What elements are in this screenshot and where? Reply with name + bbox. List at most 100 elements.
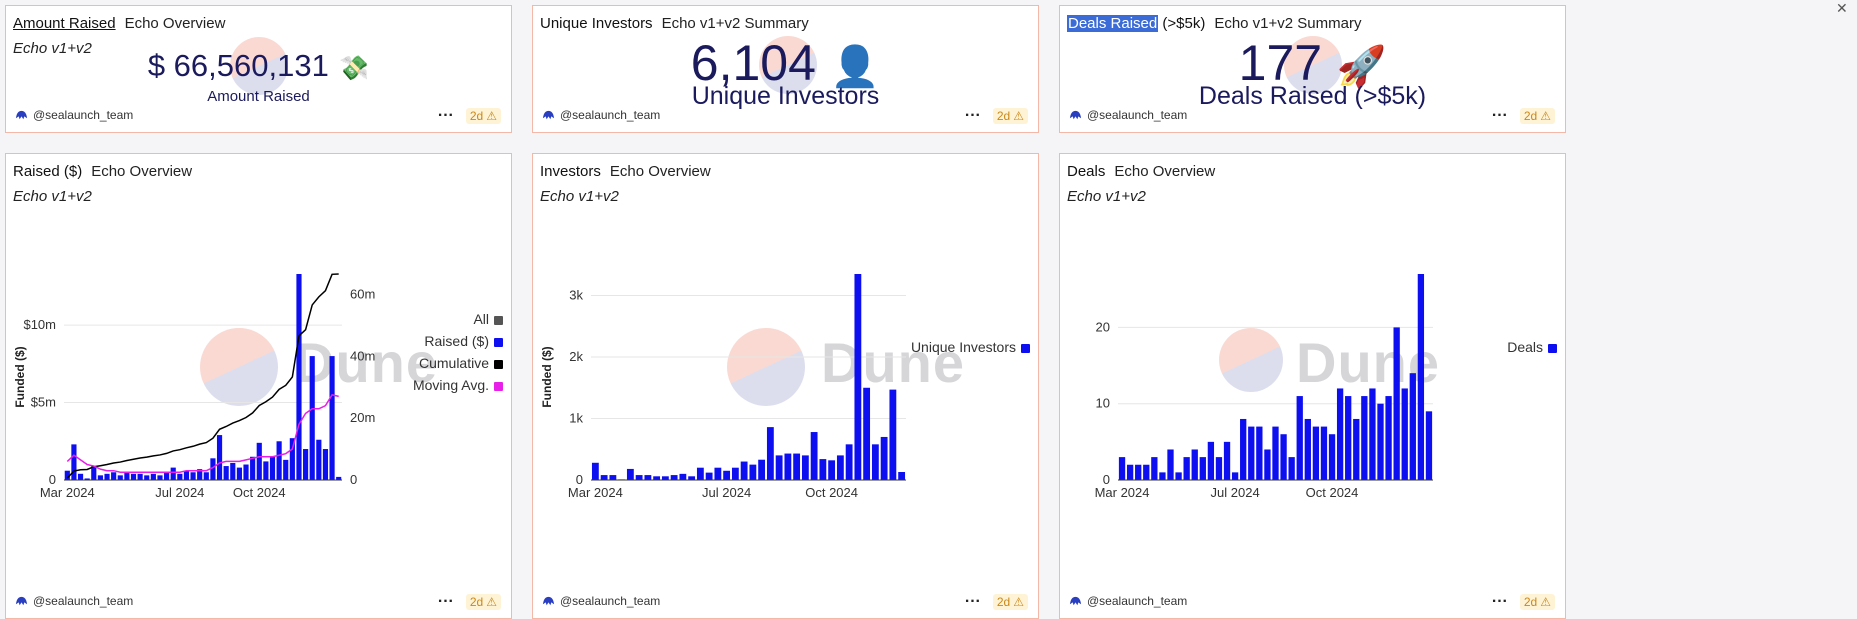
bar	[1393, 327, 1400, 480]
warning-icon: ⚠	[1013, 109, 1024, 123]
bar	[223, 466, 229, 480]
card-subtitle: Echo Overview	[1114, 163, 1216, 180]
sealaunch-team-icon[interactable]	[542, 109, 555, 122]
sealaunch-team-icon[interactable]	[542, 595, 555, 608]
sealaunch-team-icon[interactable]	[1069, 595, 1082, 608]
bar	[889, 389, 897, 480]
bar	[1409, 373, 1416, 480]
card-title-selected: Deals Raised	[1067, 15, 1159, 32]
more-options-icon[interactable]: ···	[437, 107, 454, 124]
card-title[interactable]: Raised ($)	[13, 163, 83, 180]
bar	[1264, 449, 1271, 480]
legend-item[interactable]: Unique Investors	[911, 336, 1030, 358]
refresh-age-badge[interactable]: 2d ⚠	[1519, 594, 1555, 610]
person-emoji-icon: 👤	[830, 45, 881, 89]
legend-item[interactable]: Moving Avg.	[413, 374, 503, 396]
bar	[322, 449, 329, 480]
legend-label: Raised ($)	[424, 333, 489, 349]
legend-label: All	[473, 311, 489, 327]
card-footer-actions: ··· 2d ⚠	[438, 594, 501, 610]
bar	[243, 464, 249, 480]
raised-chart: 0 $5m $10m Funded ($) Mar 2024 Jul 2024 Oct 20…	[13, 273, 375, 500]
bar	[190, 472, 196, 480]
dune-watermark-circle	[727, 328, 805, 406]
bar	[600, 475, 608, 480]
card-title[interactable]: Investors	[540, 163, 601, 180]
counter-label: Unique Investors	[691, 82, 880, 110]
more-options-icon[interactable]: ···	[1491, 107, 1508, 124]
y-tick-label: 10	[1096, 396, 1110, 411]
bar	[1248, 426, 1255, 480]
card-header: Deals Raised (>$5k) Echo v1+v2 Summary	[1067, 15, 1361, 32]
warning-icon: ⚠	[1013, 595, 1024, 609]
team-handle[interactable]: @sealaunch_team	[560, 594, 661, 608]
more-options-icon[interactable]: ···	[437, 593, 454, 610]
counter-label: Deals Raised (>$5k)	[1198, 82, 1427, 110]
bar	[1231, 472, 1239, 480]
dune-watermark-circle	[1284, 36, 1342, 94]
more-options-icon[interactable]: ···	[964, 107, 981, 124]
warning-icon: ⚠	[1540, 109, 1551, 123]
bar	[144, 475, 150, 480]
bar	[170, 467, 176, 480]
bar	[164, 472, 170, 480]
team-handle[interactable]: @sealaunch_team	[1087, 594, 1188, 608]
sealaunch-team-icon[interactable]	[15, 595, 28, 608]
bar	[723, 470, 731, 480]
y-tick-label: 3k	[569, 288, 583, 303]
counter-label: Amount Raised	[207, 88, 310, 105]
bar	[1328, 434, 1336, 480]
amount-raised-card: Amount Raised Echo Overview Echo v1+v2 $ …	[5, 5, 512, 133]
bar	[1240, 418, 1247, 480]
team-handle[interactable]: @sealaunch_team	[33, 108, 134, 122]
legend-item[interactable]: Deals	[1507, 336, 1557, 358]
legend-label: Cumulative	[418, 355, 489, 371]
card-subtitle: Echo v1+v2 Summary	[1214, 15, 1362, 32]
team-handle[interactable]: @sealaunch_team	[33, 594, 134, 608]
card-footer-actions: ··· 2d ⚠	[965, 108, 1028, 124]
bar	[289, 438, 295, 480]
bar	[1135, 464, 1142, 480]
x-tick-label: Jul 2024	[702, 485, 751, 500]
refresh-age-badge[interactable]: 2d ⚠	[465, 594, 501, 610]
refresh-age-badge[interactable]: 2d ⚠	[992, 108, 1028, 124]
refresh-age-badge[interactable]: 2d ⚠	[1519, 108, 1555, 124]
card-title[interactable]: Deals Raised (>$5k)	[1067, 15, 1205, 32]
team-handle[interactable]: @sealaunch_team	[560, 108, 661, 122]
team-handle[interactable]: @sealaunch_team	[1087, 108, 1188, 122]
bar	[1215, 457, 1223, 480]
card-title[interactable]: Unique Investors	[540, 15, 653, 32]
close-icon[interactable]: ✕	[1836, 0, 1848, 16]
refresh-age-badge[interactable]: 2d ⚠	[465, 108, 501, 124]
legend-item[interactable]: Cumulative	[413, 352, 503, 374]
bar	[731, 467, 739, 480]
card-footer: @sealaunch_team	[1069, 108, 1187, 122]
warning-icon: ⚠	[1540, 595, 1551, 609]
sealaunch-team-icon[interactable]	[1069, 109, 1082, 122]
card-title[interactable]: Amount Raised	[13, 15, 116, 32]
card-footer: @sealaunch_team	[542, 108, 660, 122]
bar	[635, 475, 643, 480]
bar	[626, 468, 634, 480]
legend-item[interactable]: Raised ($)	[413, 330, 503, 352]
bar	[117, 475, 123, 480]
card-title[interactable]: Deals	[1067, 163, 1106, 180]
warning-icon: ⚠	[486, 595, 497, 609]
y-tick-label: 0	[49, 472, 56, 487]
card-footer-actions: ··· 2d ⚠	[965, 594, 1028, 610]
bar	[644, 475, 652, 480]
sealaunch-team-icon[interactable]	[15, 109, 28, 122]
bar	[1223, 441, 1231, 480]
unique-investors-card: Unique Investors Echo v1+v2 Summary 6,104…	[532, 5, 1039, 133]
rocket-emoji-icon: 🚀	[1336, 45, 1387, 89]
legend-item[interactable]: All	[413, 308, 503, 330]
more-options-icon[interactable]: ···	[1491, 593, 1508, 610]
more-options-icon[interactable]: ···	[964, 593, 981, 610]
legend-label: Deals	[1507, 339, 1543, 355]
bar	[1272, 426, 1279, 480]
counter-block: $ 66,560,131 💸	[6, 48, 511, 84]
legend-swatch	[494, 359, 503, 369]
bar	[1401, 388, 1408, 480]
refresh-age-badge[interactable]: 2d ⚠	[992, 594, 1028, 610]
bar	[1159, 472, 1166, 480]
